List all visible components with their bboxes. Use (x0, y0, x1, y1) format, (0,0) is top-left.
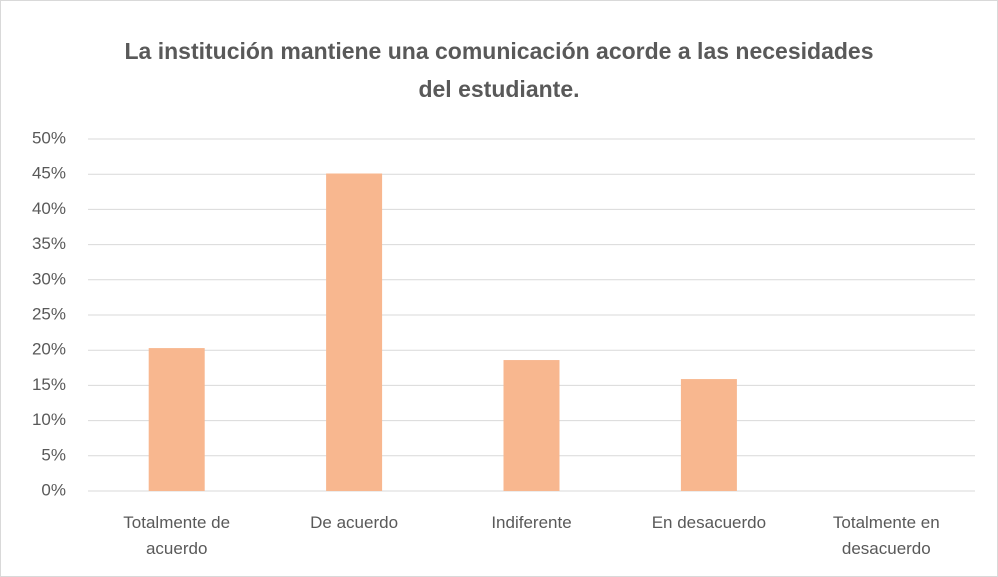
y-tick-label: 5% (41, 445, 66, 464)
bar (503, 360, 560, 491)
y-tick-label: 40% (32, 199, 66, 218)
y-tick-label: 50% (32, 128, 66, 147)
bar (326, 173, 383, 491)
x-tick-label: Totalmente en desacuerdo (832, 513, 940, 558)
y-tick-label: 30% (32, 269, 66, 288)
x-tick-label: De acuerdo (310, 513, 399, 532)
y-tick-label: 20% (32, 340, 66, 359)
chart-title: La institución mantiene una comunicación… (124, 38, 874, 102)
y-tick-label: 10% (32, 410, 66, 429)
x-tick-label: Totalmente de acuerdo (123, 513, 231, 558)
x-tick-label: En desacuerdo (651, 513, 767, 532)
x-tick-label: Indiferente (491, 513, 572, 532)
bar (148, 348, 205, 491)
y-tick-label: 0% (41, 480, 66, 499)
y-tick-label: 25% (32, 304, 66, 323)
y-tick-label: 35% (32, 234, 66, 253)
y-tick-label: 15% (32, 375, 66, 394)
bar (680, 379, 737, 491)
y-tick-label: 45% (32, 164, 66, 183)
